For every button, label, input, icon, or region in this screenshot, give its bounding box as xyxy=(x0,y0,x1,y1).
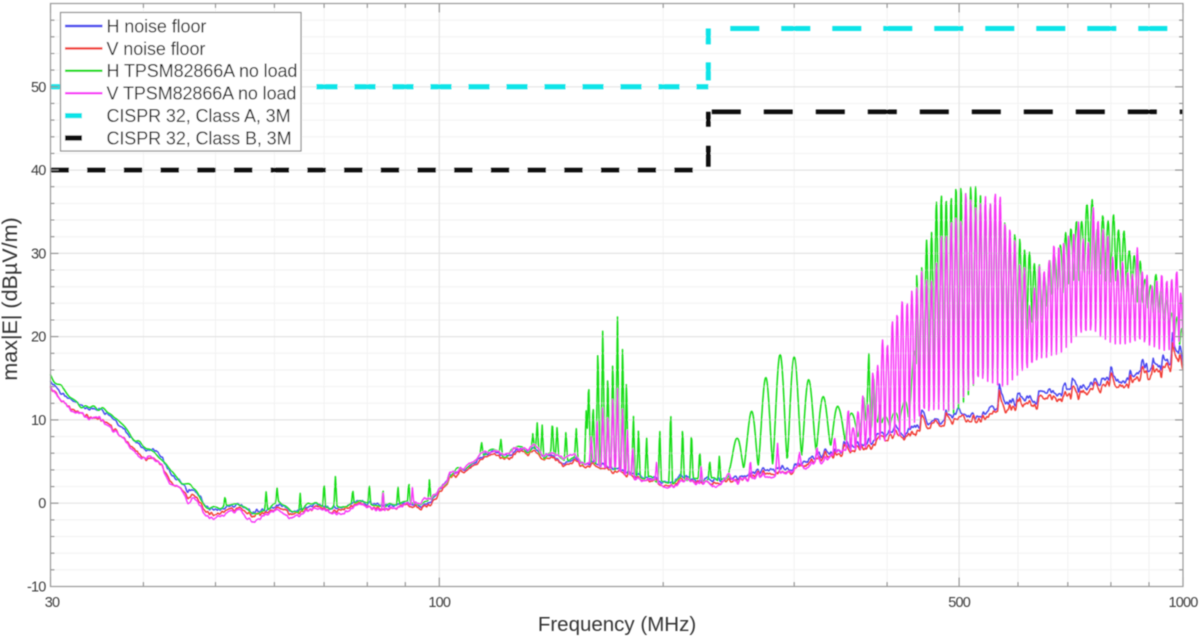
svg-text:30: 30 xyxy=(45,595,60,611)
svg-text:50: 50 xyxy=(31,80,46,96)
svg-text:H noise floor: H noise floor xyxy=(107,16,207,36)
svg-text:CISPR 32, Class B, 3M: CISPR 32, Class B, 3M xyxy=(107,128,292,148)
svg-text:100: 100 xyxy=(428,595,451,611)
svg-text:V TPSM82866A no load: V TPSM82866A no load xyxy=(107,84,297,104)
svg-text:20: 20 xyxy=(31,330,46,346)
svg-text:0: 0 xyxy=(38,496,46,512)
svg-text:500: 500 xyxy=(948,595,971,611)
svg-text:H TPSM82866A no load: H TPSM82866A no load xyxy=(107,61,298,81)
svg-text:1000: 1000 xyxy=(1168,595,1198,611)
svg-text:max|E| (dBµV/m): max|E| (dBµV/m) xyxy=(0,217,22,380)
svg-text:CISPR 32, Class A, 3M: CISPR 32, Class A, 3M xyxy=(107,106,291,126)
svg-text:30: 30 xyxy=(31,246,46,262)
svg-text:-10: -10 xyxy=(27,580,46,596)
svg-text:10: 10 xyxy=(31,413,46,429)
svg-text:V noise floor: V noise floor xyxy=(107,39,206,59)
svg-text:Frequency (MHz): Frequency (MHz) xyxy=(538,613,696,636)
svg-text:40: 40 xyxy=(31,163,46,179)
